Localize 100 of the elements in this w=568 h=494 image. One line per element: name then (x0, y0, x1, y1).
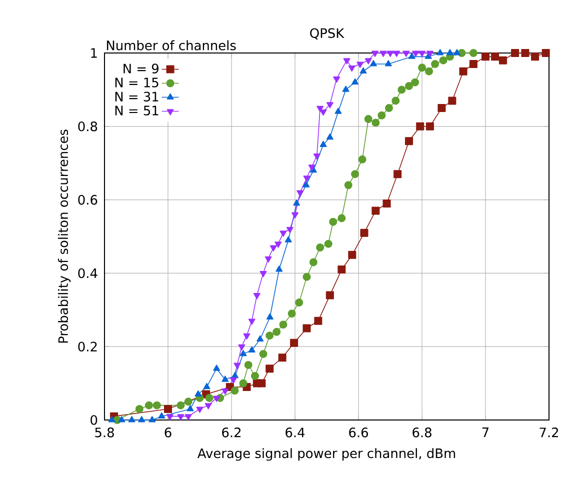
x-tick-label: 6.2 (222, 428, 240, 438)
point (284, 236, 292, 242)
point (251, 372, 259, 380)
point (213, 364, 220, 371)
x-tick-label: 6.6 (349, 428, 368, 438)
point (144, 401, 153, 410)
point (118, 416, 126, 422)
point (316, 106, 324, 112)
point (342, 86, 350, 92)
point (326, 291, 334, 300)
point (293, 199, 300, 206)
point (333, 76, 340, 83)
point (138, 416, 146, 422)
point (453, 48, 460, 56)
y-tick-label: 0.2 (78, 342, 97, 352)
point (152, 401, 161, 410)
point (418, 64, 426, 72)
point (482, 52, 490, 61)
point (402, 50, 410, 57)
point (256, 335, 264, 342)
point (392, 96, 400, 105)
point (239, 379, 248, 388)
y-tick-label: 0 (90, 415, 98, 425)
point (164, 404, 172, 413)
point (286, 226, 294, 234)
point (320, 140, 327, 147)
legend-label: N = 51 (115, 106, 158, 116)
x-tick-label: 7.2 (540, 428, 558, 438)
y-tick-label: 0.6 (78, 194, 98, 205)
point (186, 404, 194, 412)
point (348, 250, 356, 259)
point (279, 320, 288, 329)
point (436, 48, 444, 56)
point (431, 60, 440, 68)
point (234, 362, 241, 369)
point (344, 181, 352, 190)
point (378, 111, 386, 120)
chart-title: QPSK (310, 28, 344, 40)
point (259, 350, 268, 358)
point (372, 50, 379, 57)
point (329, 218, 338, 226)
point (531, 52, 540, 61)
point (384, 60, 392, 66)
legend-label: N = 9 (124, 64, 158, 74)
point (148, 416, 156, 422)
point (326, 133, 334, 140)
point (238, 344, 246, 351)
point (411, 78, 420, 86)
point (266, 313, 274, 320)
point (276, 266, 283, 272)
point (295, 298, 304, 307)
point (364, 58, 372, 64)
point (240, 350, 247, 356)
point (158, 412, 166, 419)
point (278, 354, 286, 362)
point (334, 108, 342, 114)
x-tick-label: 5.8 (95, 428, 114, 438)
point (393, 50, 400, 57)
point (469, 60, 478, 68)
point (316, 244, 324, 252)
y-axis-title: Probability of soliton occurrences (58, 130, 71, 343)
point (404, 137, 413, 146)
x-tick-label: 6 (164, 428, 172, 438)
point (386, 50, 394, 57)
point (194, 390, 202, 397)
point (314, 316, 322, 325)
point (222, 388, 229, 395)
y-tick-label: 0.8 (78, 122, 98, 132)
point (288, 310, 296, 318)
point (338, 266, 346, 274)
point (230, 386, 239, 395)
point (511, 48, 520, 57)
point (302, 181, 310, 188)
point (280, 230, 287, 237)
point (426, 122, 434, 130)
point (313, 154, 320, 160)
point (135, 404, 144, 413)
point (258, 379, 266, 388)
point (253, 293, 260, 300)
point (266, 364, 274, 373)
x-tick-label: 6.8 (412, 428, 432, 438)
point (320, 110, 327, 116)
y-tick-label: 0.4 (78, 268, 98, 278)
point (272, 328, 281, 336)
legend-label: N = 31 (115, 92, 158, 102)
point (498, 56, 507, 64)
point (448, 96, 456, 105)
point (326, 102, 334, 108)
point (542, 48, 550, 57)
point (338, 214, 346, 222)
point (404, 82, 413, 90)
point (177, 414, 184, 420)
point (108, 416, 116, 422)
point (303, 176, 310, 182)
point (324, 240, 332, 248)
point (348, 65, 356, 72)
point (184, 414, 192, 420)
point (364, 115, 372, 124)
point (351, 170, 360, 178)
point (382, 199, 391, 208)
